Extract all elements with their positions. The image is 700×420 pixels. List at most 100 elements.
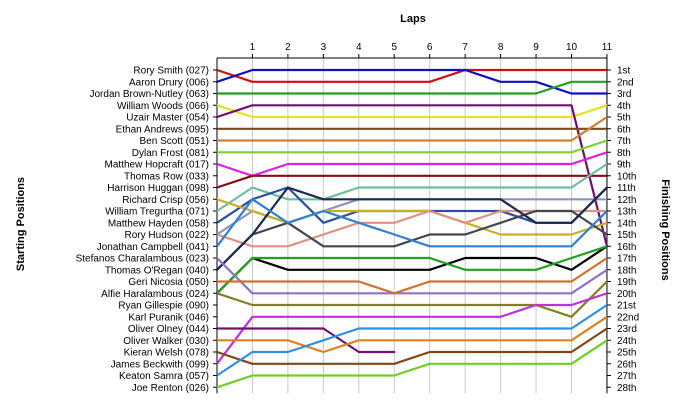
- starting-label: Matthew Hopcraft (017): [105, 160, 210, 171]
- finishing-label: 7th: [617, 136, 631, 147]
- starting-label: Joe Renton (026): [132, 383, 209, 394]
- starting-label: Thomas O'Regan (040): [105, 265, 209, 276]
- x-tick-label: 8: [498, 42, 504, 53]
- y-axis-label-left: Starting Positions: [15, 177, 27, 271]
- series-line: [215, 198, 609, 248]
- starting-label: Jordan Brown-Nutley (063): [90, 89, 210, 100]
- chart-title: Laps: [400, 13, 426, 25]
- starting-label: Aaron Drury (006): [129, 77, 209, 88]
- series-line: [215, 162, 609, 213]
- starting-label: Dylan Frost (081): [132, 148, 209, 159]
- finishing-label: 18th: [617, 265, 636, 276]
- x-tick-label: 10: [566, 42, 578, 53]
- series-line: [215, 104, 609, 248]
- x-tick-label: 5: [391, 42, 397, 53]
- y-axis-label-right: Finishing Positions: [659, 179, 671, 280]
- starting-label: William Woods (066): [117, 101, 209, 112]
- finishing-label: 27th: [617, 371, 636, 382]
- starting-label: Ryan Gillespie (090): [118, 301, 209, 312]
- starting-label: Rory Smith (027): [133, 66, 209, 77]
- series-line: [215, 303, 609, 377]
- starting-label: Alfie Haralambous (024): [101, 289, 209, 300]
- finishing-label: 28th: [617, 383, 636, 394]
- finishing-label: 16th: [617, 242, 636, 253]
- starting-label: Geri Nicosia (050): [128, 277, 209, 288]
- series-line: [215, 68, 609, 83]
- starting-label: Ethan Andrews (095): [116, 124, 209, 135]
- finishing-label: 13th: [617, 207, 636, 218]
- finishing-label: 23rd: [617, 324, 637, 335]
- starting-label: Richard Crisp (056): [122, 195, 209, 206]
- starting-label: Ben Scott (051): [140, 136, 209, 147]
- starting-label: Harrison Huggan (098): [107, 183, 209, 194]
- finishing-label: 4th: [617, 101, 631, 112]
- starting-labels: Rory Smith (027)Aaron Drury (006)Jordan …: [76, 66, 217, 394]
- starting-label: Kieran Welsh (078): [124, 348, 209, 359]
- series-line: [215, 327, 396, 354]
- series-line: [215, 256, 609, 295]
- grid: [216, 54, 608, 394]
- starting-label: James Beckwith (099): [111, 359, 209, 370]
- series-lines: [215, 68, 609, 389]
- series-line: [215, 115, 609, 142]
- finishing-labels: 1st2nd3rd4th5th6th7th8th9th10th11th12th1…: [606, 66, 639, 394]
- series-line: [215, 327, 609, 365]
- series-line: [215, 315, 609, 354]
- finishing-label: 11th: [617, 183, 636, 194]
- finishing-label: 5th: [617, 113, 631, 124]
- starting-label: Oliver Walker (030): [123, 336, 209, 347]
- finishing-label: 24th: [617, 336, 636, 347]
- finishing-label: 21st: [617, 301, 636, 312]
- finishing-label: 12th: [617, 195, 636, 206]
- starting-label: Uzair Master (054): [126, 113, 209, 124]
- finishing-label: 14th: [617, 218, 636, 229]
- finishing-label: 3rd: [617, 89, 631, 100]
- finishing-label: 19th: [617, 277, 636, 288]
- series-line: [215, 151, 609, 177]
- finishing-label: 17th: [617, 254, 636, 265]
- x-tick-label: 3: [321, 42, 327, 53]
- finishing-label: 2nd: [617, 77, 634, 88]
- x-tick-label: 6: [427, 42, 433, 53]
- series-line: [215, 339, 609, 389]
- finishing-label: 25th: [617, 348, 636, 359]
- series-line: [215, 292, 609, 365]
- x-tick-label: 4: [356, 42, 362, 53]
- finishing-label: 6th: [617, 124, 631, 135]
- starting-label: Oliver Olney (044): [128, 324, 209, 335]
- x-tick-labels: 1 2 3 4 5 6 7 8 9 10 11: [250, 42, 613, 53]
- finishing-label: 10th: [617, 171, 636, 182]
- series-line: [215, 104, 609, 119]
- finishing-label: 8th: [617, 148, 631, 159]
- x-tick-label: 11: [602, 42, 613, 53]
- x-tick-label: 1: [250, 42, 256, 53]
- starting-label: Stefanos Charalambous (023): [76, 254, 209, 265]
- series-line: [215, 80, 609, 95]
- series-line: [215, 256, 609, 295]
- series-line: [215, 186, 609, 271]
- starting-label: William Tregurtha (071): [105, 207, 209, 218]
- starting-label: Matthew Hayden (058): [108, 218, 209, 229]
- starting-label: Rory Hudson (022): [125, 230, 209, 241]
- series-line: [215, 139, 609, 154]
- finishing-label: 9th: [617, 160, 631, 171]
- series-line: [215, 198, 609, 236]
- starting-label: Thomas Row (033): [124, 171, 209, 182]
- starting-label: Jonathan Campbell (041): [97, 242, 209, 253]
- starting-label: Keaton Samra (057): [119, 371, 209, 382]
- series-line: [215, 245, 609, 295]
- x-tick-label: 9: [533, 42, 539, 53]
- starting-label: Karl Puranik (046): [128, 312, 209, 323]
- x-tick-label: 2: [285, 42, 291, 53]
- finishing-label: 15th: [617, 230, 636, 241]
- x-tick-label: 7: [462, 42, 468, 53]
- finishing-label: 1st: [617, 66, 631, 77]
- series-line: [215, 245, 609, 295]
- series-line: [215, 68, 609, 95]
- finishing-label: 20th: [617, 289, 636, 300]
- finishing-label: 22nd: [617, 312, 639, 323]
- series-line: [215, 280, 609, 318]
- finishing-label: 26th: [617, 359, 636, 370]
- series-line: [215, 174, 609, 189]
